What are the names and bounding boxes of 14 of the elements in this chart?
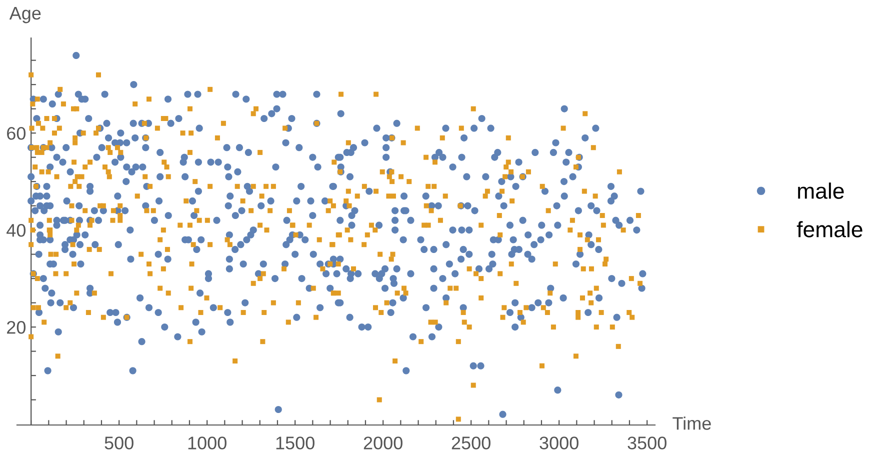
x-tick-label: 3500 <box>628 436 666 450</box>
x-tick-label: 500 <box>104 436 134 450</box>
x-tick-label: 1500 <box>276 436 314 450</box>
x-tick-label: 3000 <box>540 436 578 450</box>
x-axis-title: Time <box>672 416 711 430</box>
y-tick-label: 40 <box>6 224 26 237</box>
x-tick-label: 1000 <box>188 436 226 450</box>
x-tick-label: 2500 <box>452 436 490 450</box>
legend-label: female <box>796 221 862 238</box>
y-tick-label: 60 <box>7 126 26 140</box>
x-tick-label: 2000 <box>364 436 402 450</box>
legend-label: male <box>798 182 844 199</box>
y-axis-title: Age <box>9 7 41 24</box>
y-tick-label: 20 <box>7 320 26 334</box>
